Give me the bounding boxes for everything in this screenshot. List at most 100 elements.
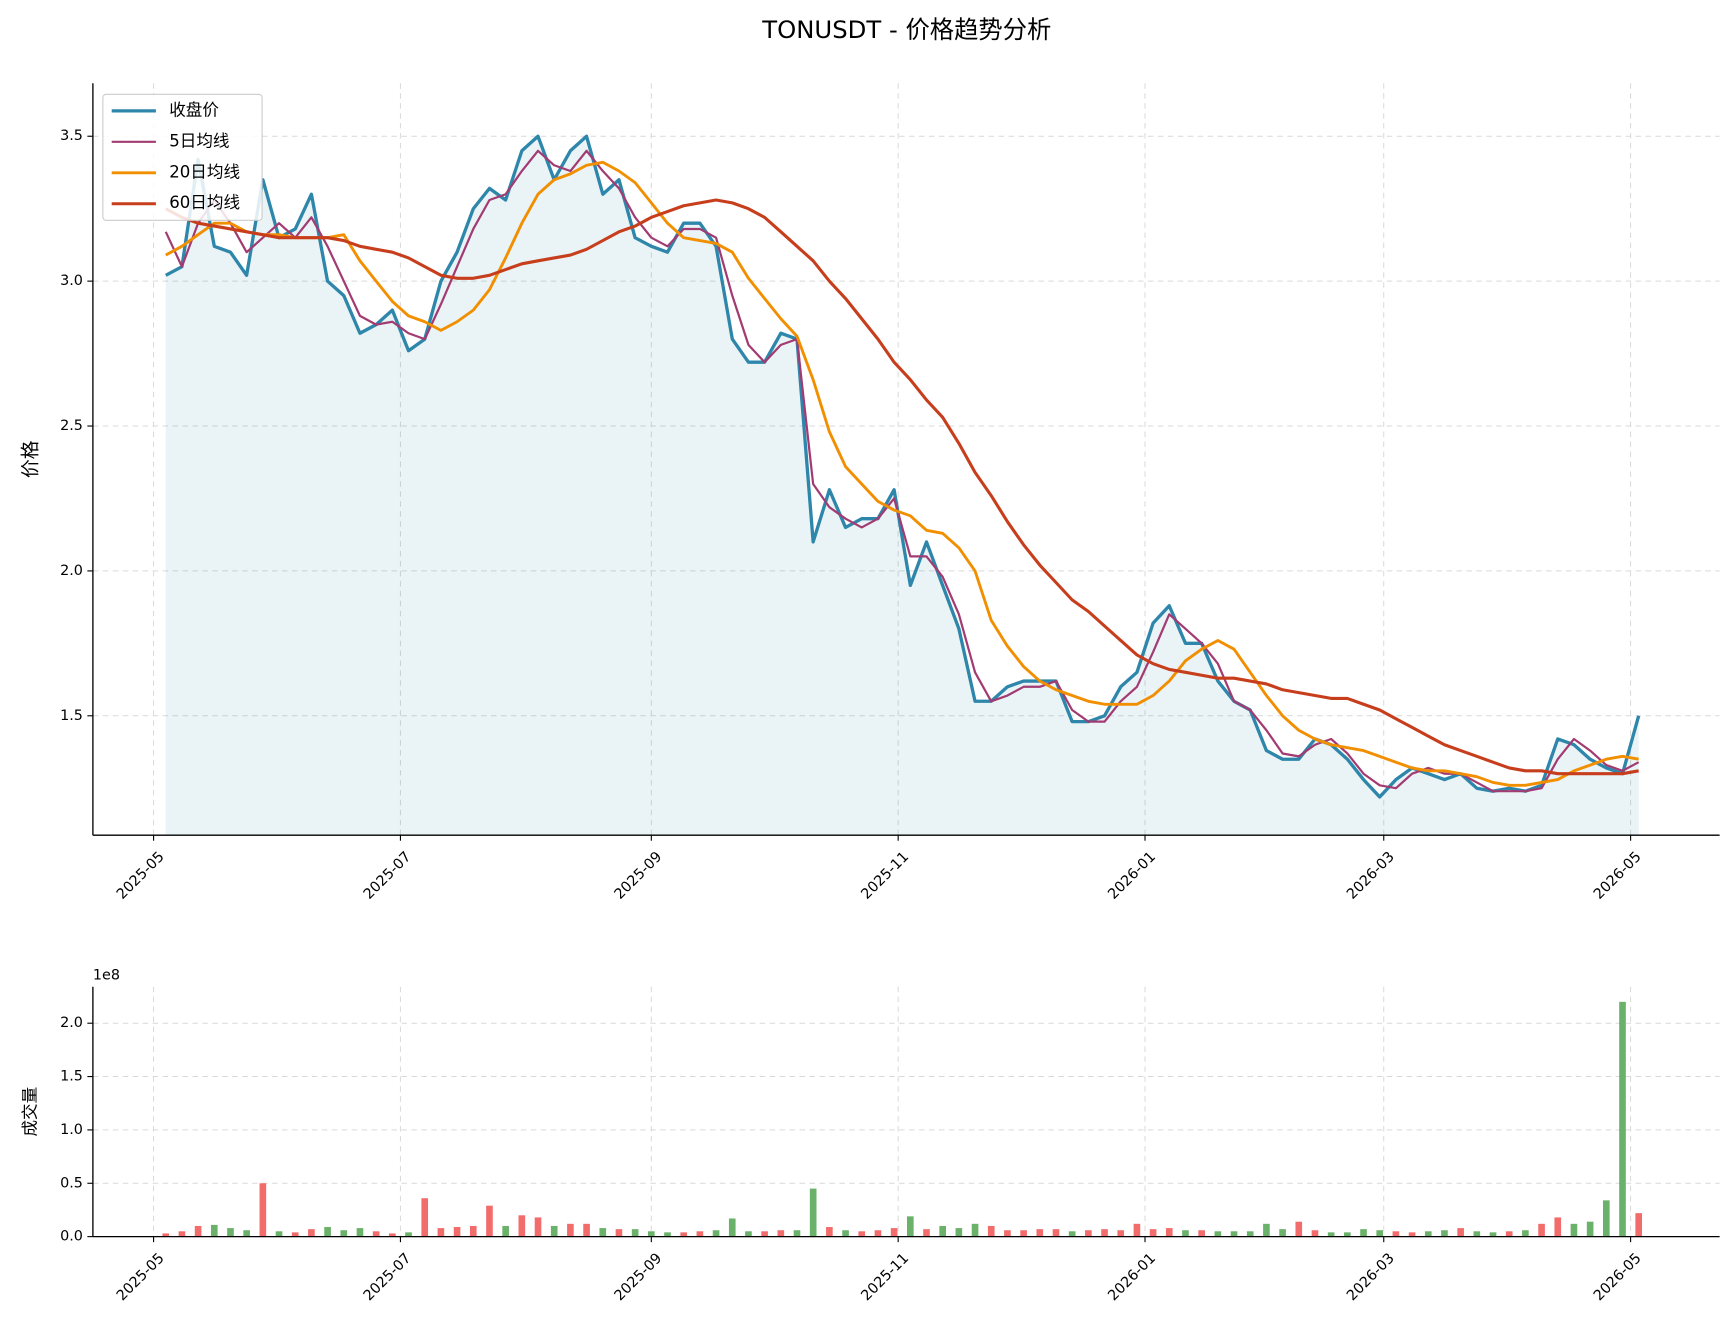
volume-bar — [275, 1231, 283, 1237]
volume-bar — [809, 1188, 817, 1237]
volume-bar — [1198, 1230, 1205, 1237]
volume-bar — [680, 1232, 688, 1237]
y-tick-label: 2.0 — [60, 1015, 83, 1031]
x-tick-label: 2025-07 — [361, 1250, 415, 1304]
volume-bar — [194, 1225, 202, 1237]
volume-bar — [761, 1231, 768, 1237]
volume-bar — [1004, 1230, 1011, 1237]
legend: 收盘价 5日均线 20日均线 60日均线 — [102, 93, 263, 221]
volume-bar — [162, 1233, 170, 1237]
volume-bar — [1538, 1223, 1545, 1237]
volume-bar — [1311, 1230, 1319, 1237]
volume-bar — [421, 1198, 429, 1237]
volume-bar — [615, 1229, 623, 1237]
volume-bar — [1457, 1228, 1464, 1237]
series-line — [165, 198, 1639, 776]
volume-bar — [1473, 1231, 1481, 1237]
x-tick-label: 2026-05 — [1591, 1250, 1645, 1304]
volume-bar — [939, 1225, 946, 1237]
volume-bar — [1230, 1231, 1238, 1237]
volume-bar — [1570, 1223, 1578, 1237]
volume-bar — [534, 1217, 542, 1237]
volume-bar — [1214, 1231, 1222, 1237]
volume-bar — [453, 1227, 461, 1237]
x-tick-label: 2025-05 — [114, 1250, 168, 1304]
volume-bar — [227, 1228, 234, 1237]
volume-bar — [1327, 1232, 1335, 1237]
volume-bar — [1165, 1228, 1173, 1237]
volume-bar — [842, 1230, 849, 1237]
volume-bar — [405, 1232, 412, 1237]
y-axis-label: 成交量 — [20, 1087, 39, 1137]
volume-bar — [567, 1223, 574, 1237]
volume-bar — [1133, 1223, 1141, 1237]
volume-bar — [1052, 1229, 1060, 1237]
volume-bar — [793, 1230, 801, 1237]
volume-bar — [1441, 1230, 1448, 1237]
x-tick-label: 2025-11 — [858, 849, 912, 903]
volume-bar — [356, 1228, 364, 1237]
volume-bar — [1101, 1229, 1108, 1237]
volume-bar — [259, 1183, 267, 1237]
y-tick-label: 0.0 — [60, 1229, 83, 1245]
volume-bar — [1295, 1221, 1303, 1237]
volume-bar — [971, 1223, 979, 1237]
volume-bar — [955, 1228, 963, 1237]
volume-bar — [1360, 1229, 1367, 1237]
volume-bar — [906, 1216, 914, 1237]
volume-bar — [1505, 1231, 1513, 1237]
volume-bar — [1068, 1231, 1076, 1237]
volume-bar — [777, 1230, 785, 1237]
volume-bar — [486, 1205, 493, 1237]
y-tick-label: 0.5 — [60, 1175, 83, 1191]
series-line — [165, 160, 1639, 787]
volume-bar — [291, 1232, 299, 1237]
volume-bar — [1246, 1231, 1254, 1237]
volume-bar — [664, 1232, 671, 1237]
volume-bar — [1489, 1232, 1497, 1237]
volume-bar — [712, 1230, 720, 1237]
volume-bar — [210, 1224, 218, 1237]
legend-box — [102, 93, 263, 221]
series-line — [164, 149, 1640, 793]
x-tick-label: 2025-07 — [361, 849, 415, 903]
x-tick-label: 2026-01 — [1105, 849, 1159, 903]
volume-bar — [502, 1225, 509, 1237]
volume-bar — [583, 1223, 590, 1237]
x-tick-label: 2026-01 — [1105, 1250, 1159, 1304]
volume-bar — [340, 1230, 348, 1237]
x-tick-label: 2025-05 — [114, 849, 168, 903]
x-tick-label: 2026-03 — [1344, 849, 1398, 903]
legend-label: 20日均线 — [169, 162, 240, 181]
volume-bar — [1344, 1232, 1351, 1237]
legend-label: 60日均线 — [169, 193, 240, 212]
volume-bar — [1020, 1230, 1027, 1237]
volume-bar — [550, 1225, 558, 1237]
volume-bar — [1085, 1230, 1092, 1237]
volume-bar — [1408, 1232, 1416, 1237]
volume-bar — [1279, 1229, 1286, 1237]
volume-bar — [1036, 1229, 1044, 1237]
volume-bar — [923, 1229, 930, 1237]
volume-bar — [308, 1229, 315, 1237]
volume-bar — [372, 1231, 380, 1237]
y-tick-label: 3.5 — [60, 128, 83, 144]
volume-bar — [858, 1231, 866, 1237]
x-tick-label: 2026-03 — [1344, 1250, 1398, 1304]
volume-bar — [1149, 1229, 1157, 1237]
y-tick-label: 2.0 — [60, 563, 83, 579]
volume-bar — [1522, 1230, 1529, 1237]
volume-bar — [1635, 1213, 1643, 1237]
y-tick-label: 3.0 — [60, 273, 83, 289]
series-line — [164, 134, 1641, 799]
volume-bar — [324, 1227, 331, 1237]
volume-bar — [745, 1231, 752, 1237]
volume-bar — [696, 1231, 704, 1237]
volume-bar — [1619, 1001, 1626, 1237]
volume-bar — [437, 1228, 445, 1237]
x-tick-label: 2025-09 — [612, 1250, 666, 1304]
volume-bar — [648, 1231, 655, 1237]
y-offset-label: 1e8 — [93, 968, 120, 984]
volume-bar — [1392, 1231, 1400, 1237]
